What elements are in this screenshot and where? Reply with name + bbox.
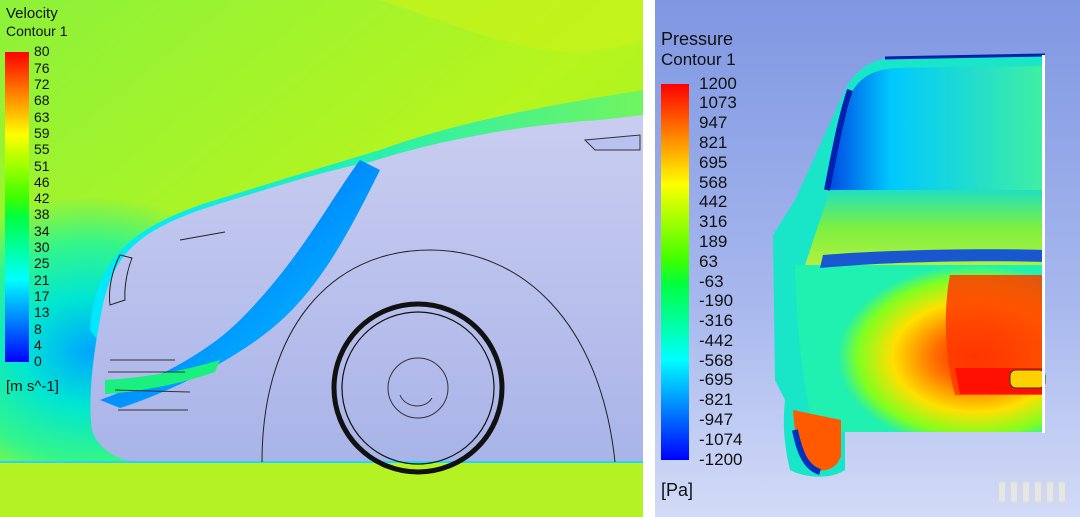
tick-label: -568 xyxy=(699,350,734,370)
tick-label: 1073 xyxy=(699,93,737,113)
tick-label: 189 xyxy=(699,231,728,251)
tick-label: 59 xyxy=(34,124,50,141)
panel-divider xyxy=(643,0,655,517)
tick-label: 695 xyxy=(699,152,728,172)
velocity-contour-panel: Velocity Contour 1 80 76 72 68 63 59 55 51 46 42 3… xyxy=(0,0,643,517)
tick-label: 51 xyxy=(34,157,50,174)
tick-label: 21 xyxy=(34,271,50,288)
tick-label: 76 xyxy=(34,59,50,76)
tick-label: -442 xyxy=(699,330,734,350)
tick-label: 34 xyxy=(34,222,50,239)
legend-subtitle: Contour 1 xyxy=(661,50,736,69)
legend-title: Pressure xyxy=(661,29,734,49)
tick-label: -821 xyxy=(699,390,734,410)
tick-label: 68 xyxy=(34,92,50,109)
tick-label: 0 xyxy=(34,353,42,370)
velocity-contour-plot xyxy=(0,0,643,517)
tick-label: 25 xyxy=(34,255,50,272)
tick-label: 63 xyxy=(34,108,50,125)
legend-unit: [m s^-1] xyxy=(6,378,59,395)
tick-label: 72 xyxy=(34,75,50,92)
tick-label: -947 xyxy=(699,410,734,430)
pressure-contour-plot xyxy=(655,0,1080,517)
tick-label: -1200 xyxy=(699,449,743,469)
tick-label: 55 xyxy=(34,141,50,158)
legend-title: Velocity xyxy=(6,5,58,22)
pressure-colorbar xyxy=(661,84,689,460)
tick-label: -316 xyxy=(699,311,734,331)
watermark-logo xyxy=(998,481,1066,503)
tick-label: 4 xyxy=(34,336,42,353)
velocity-colorbar xyxy=(5,52,29,362)
tick-label: 1200 xyxy=(699,73,737,93)
tick-label: 442 xyxy=(699,192,728,212)
tick-label: 13 xyxy=(34,304,50,321)
tick-label: -1074 xyxy=(699,429,743,449)
pressure-contour-panel: Pressure Contour 1 1200 1073 947 821 695 568 4… xyxy=(655,0,1080,517)
tick-label: 8 xyxy=(34,320,42,337)
tick-label: -190 xyxy=(699,291,734,311)
tick-label: 42 xyxy=(34,190,50,207)
tick-label: 17 xyxy=(34,288,50,305)
tick-label: 80 xyxy=(34,43,50,60)
tick-label: 821 xyxy=(699,133,728,153)
tick-label: -63 xyxy=(699,271,724,291)
tick-label: 316 xyxy=(699,212,728,232)
tick-label: 568 xyxy=(699,172,728,192)
tick-label: 30 xyxy=(34,239,50,256)
legend-subtitle: Contour 1 xyxy=(6,23,68,39)
tick-label: 63 xyxy=(699,251,718,271)
tick-label: 46 xyxy=(34,173,50,190)
tick-label: 38 xyxy=(34,206,50,223)
tick-label: 947 xyxy=(699,113,728,133)
legend-unit: [Pa] xyxy=(661,480,694,500)
tick-label: -695 xyxy=(699,370,734,390)
